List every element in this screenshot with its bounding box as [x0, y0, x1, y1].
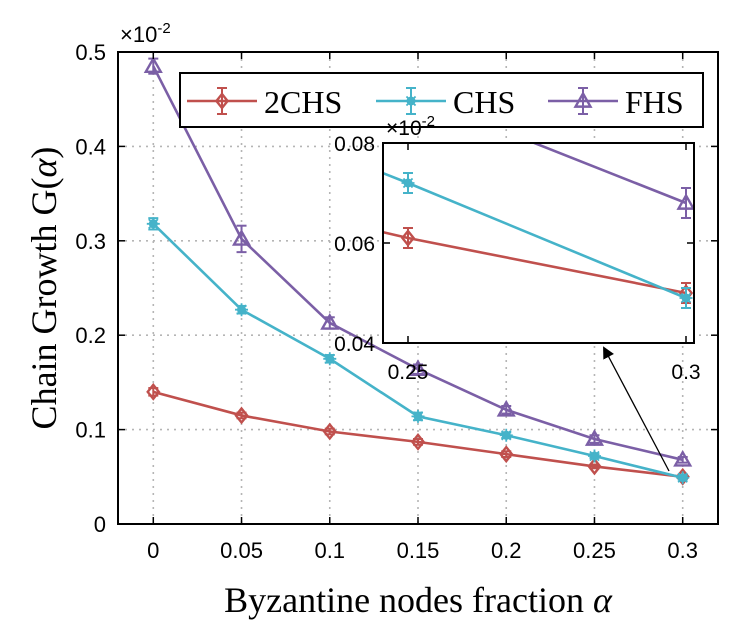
- x-tick-label: 0.2: [491, 538, 522, 563]
- inset-y-multiplier: ×10-2: [386, 113, 435, 140]
- inset-data-point-2chs: [400, 229, 416, 247]
- inset-ticks: 0.25 0.3 0.04 0.06 0.08: [334, 133, 700, 384]
- data-point-chs: [499, 428, 513, 442]
- data-point-2chs: [410, 432, 426, 451]
- x-tick-label: 0.05: [220, 538, 263, 563]
- x-tick-label: 0.1: [314, 538, 345, 563]
- y-axis-label: Chain Growth G(α): [24, 147, 64, 430]
- data-point-chs: [411, 409, 425, 423]
- data-point-fhs: [673, 449, 693, 467]
- data-point-fhs: [496, 399, 516, 417]
- data-point-2chs: [587, 457, 602, 476]
- data-point-chs: [323, 352, 337, 366]
- inset-x-tick-label: 0.3: [671, 361, 700, 384]
- axis-ticks: 0 0.05 0.1 0.15 0.2 0.25 0.3 0 0.1 0.2 0.3 0.4 0.5: [75, 40, 718, 563]
- x-tick-label: 0: [147, 538, 159, 563]
- y-tick-label: 0.3: [75, 229, 106, 254]
- series-layer: [143, 56, 693, 486]
- data-point-fhs: [231, 228, 252, 246]
- inset-error-bar-fhs: [681, 187, 691, 219]
- legend-marker-2chs: [214, 92, 230, 110]
- inset-y-tick-label: 0.04: [334, 333, 375, 356]
- data-point-chs: [587, 449, 601, 463]
- data-point-fhs: [408, 359, 428, 377]
- inset-y-tick-label: 0.08: [334, 133, 375, 156]
- data-point-fhs: [143, 56, 163, 73]
- inset-data-point-chs: [679, 291, 693, 305]
- y-tick-label: 0: [94, 512, 106, 537]
- legend-entry-fhs: FHS: [548, 84, 684, 120]
- inset-x-tick-label: 0.25: [388, 361, 429, 384]
- data-point-chs: [676, 471, 690, 485]
- x-tick-label: 0.15: [397, 538, 440, 563]
- y-tick-label: 0.1: [75, 418, 106, 443]
- zoom-arrow: [603, 346, 670, 472]
- x-axis-label: Byzantine nodes fraction α: [224, 580, 613, 620]
- data-point-chs: [146, 217, 160, 231]
- legend-entry-chs: CHS: [376, 84, 515, 120]
- inset-data-point-chs: [401, 176, 415, 190]
- inset-series-line-fhs: [530, 143, 687, 205]
- inset-y-tick-label: 0.06: [334, 233, 375, 256]
- data-point-fhs: [584, 429, 605, 446]
- y-tick-label: 0.4: [75, 134, 106, 159]
- data-point-2chs: [234, 406, 249, 425]
- data-point-2chs: [499, 445, 514, 464]
- inset-series: [383, 143, 694, 309]
- legend-marker-chs: [404, 94, 418, 108]
- legend-marker-fhs: [573, 91, 593, 108]
- inset: 0.25 0.3 0.04 0.06 0.08 ×10-2: [334, 113, 700, 384]
- y-tick-label: 0.2: [75, 323, 106, 348]
- y-multiplier: ×10-2: [120, 20, 171, 47]
- x-tick-label: 0.25: [573, 538, 616, 563]
- data-point-chs: [235, 303, 249, 317]
- legend-entry-2chs: 2CHS: [187, 84, 342, 120]
- data-point-fhs: [320, 313, 340, 330]
- y-tick-label: 0.5: [75, 40, 106, 65]
- legend-label-fhs: FHS: [625, 84, 684, 120]
- legend-label-2chs: 2CHS: [264, 84, 342, 120]
- legend-label-chs: CHS: [453, 84, 515, 120]
- inset-data-point-fhs: [676, 193, 694, 210]
- data-point-2chs: [146, 382, 161, 401]
- x-tick-label: 0.3: [667, 538, 698, 563]
- data-point-2chs: [322, 422, 337, 441]
- legend: 2CHS CHS FHS: [179, 72, 704, 128]
